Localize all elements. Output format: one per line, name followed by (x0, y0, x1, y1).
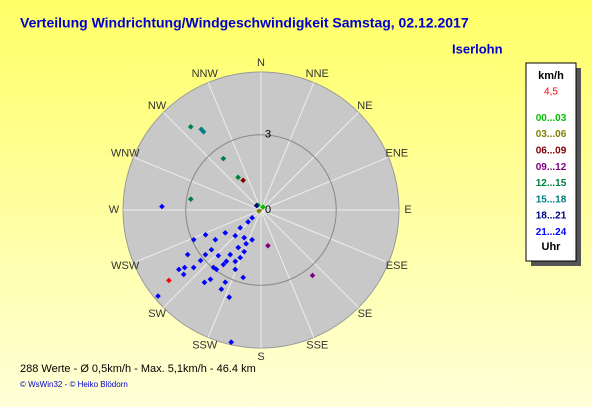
data-point (249, 215, 256, 221)
spoke (163, 112, 262, 211)
data-point (253, 202, 260, 209)
direction-label: WNW (111, 148, 140, 160)
direction-label: NNE (306, 68, 329, 80)
data-point (190, 264, 197, 271)
data-point (265, 242, 271, 249)
data-point (202, 231, 209, 238)
spoke (133, 156, 262, 211)
spoke (133, 209, 262, 264)
data-point (220, 261, 227, 268)
data-point (212, 236, 219, 243)
stats: 288 Werte - Ø 0,5km/h - Max. 5,1km/h - 4… (20, 363, 256, 375)
data-point (309, 272, 316, 279)
data-point (222, 230, 229, 236)
direction-label: SW (148, 308, 166, 320)
data-point (237, 254, 244, 261)
data-point (241, 248, 248, 255)
data-point (226, 294, 233, 301)
data-point (227, 251, 234, 258)
direction-label: N (257, 57, 265, 69)
spoke (260, 82, 315, 211)
data-point (201, 279, 208, 286)
data-point (218, 286, 225, 293)
data-point (210, 264, 217, 271)
legend-label: 18...21 (536, 211, 567, 222)
data-point (197, 257, 204, 264)
data-point (180, 271, 187, 278)
legend-label: 00...03 (536, 113, 567, 124)
data-point (187, 123, 194, 130)
r-tick-label: 0 (265, 204, 271, 216)
direction-label: ENE (385, 148, 408, 160)
data-point (228, 339, 235, 346)
credits: © WsWin32 - © Heiko Blödorn (20, 380, 128, 389)
data-point (256, 208, 262, 214)
direction-label: NNW (192, 68, 219, 80)
spoke (260, 209, 359, 308)
data-point (223, 258, 230, 265)
r-tick-label: 3 (265, 129, 271, 141)
direction-label: NW (148, 100, 167, 112)
spoke (260, 209, 389, 264)
data-point (237, 224, 244, 231)
data-point (159, 203, 165, 210)
spoke (260, 112, 359, 211)
data-point (243, 240, 249, 247)
data-point (202, 251, 209, 258)
data-point (166, 277, 172, 284)
direction-label: W (109, 204, 120, 216)
data-point (184, 251, 191, 258)
spoke (163, 209, 262, 308)
direction-label: ESE (386, 260, 408, 272)
direction-label: WSW (111, 260, 140, 272)
data-point (176, 266, 182, 273)
data-point (208, 246, 215, 253)
data-point (188, 196, 194, 202)
direction-label: SE (358, 308, 373, 320)
legend-label: 06...09 (536, 146, 567, 157)
data-point (222, 279, 229, 286)
data-point (200, 128, 207, 135)
legend-box (525, 62, 577, 262)
legend-label: 12...15 (536, 178, 567, 189)
legend-label: 15...18 (536, 194, 567, 205)
data-point (220, 155, 227, 162)
data-point (249, 236, 255, 243)
spoke (207, 209, 262, 338)
legend-label: 03...06 (536, 129, 567, 140)
spoke (260, 156, 389, 211)
subtitle: Iserlohn (452, 41, 503, 56)
data-point (235, 244, 242, 251)
legend-title: km/h (538, 70, 564, 82)
direction-label: SSW (192, 340, 218, 352)
direction-label: SSE (306, 340, 328, 352)
direction-label: S (257, 351, 264, 363)
chart-title: Verteilung Windrichtung/Windgeschwindigk… (20, 15, 469, 31)
direction-label: E (404, 204, 411, 216)
spoke (207, 82, 262, 211)
data-point (232, 266, 239, 273)
data-point (260, 204, 266, 210)
data-point (235, 174, 241, 181)
legend-label: 09...12 (536, 162, 567, 173)
data-point (155, 293, 161, 299)
data-point (190, 236, 197, 243)
legend-label: 21...24 (536, 227, 567, 238)
data-point (240, 274, 247, 281)
legend-label: 4,5 (544, 87, 558, 98)
data-point (215, 252, 222, 259)
data-point (181, 264, 188, 271)
data-point (241, 234, 248, 241)
spoke (260, 209, 315, 338)
data-point (245, 219, 251, 225)
data-point (207, 276, 214, 283)
grid-ring (185, 134, 337, 286)
data-point (232, 258, 239, 265)
data-point (232, 232, 239, 239)
legend-footer: Uhr (542, 241, 562, 253)
data-point (240, 177, 246, 184)
direction-label: NE (357, 100, 372, 112)
